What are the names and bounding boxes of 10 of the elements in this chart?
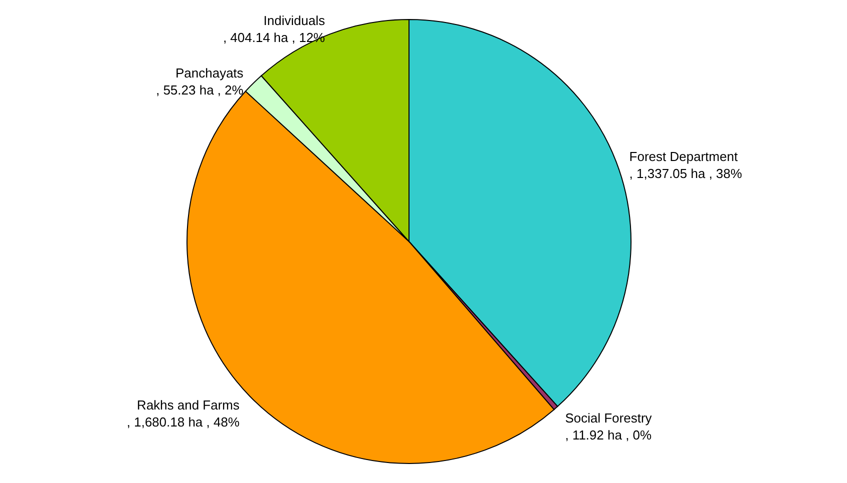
slice-label: Rakhs and Farms	[136, 398, 240, 413]
slice-label: Panchayats	[175, 65, 244, 80]
data-label: , 55.23 ha , 2%	[156, 82, 244, 98]
data-label: , 1,337.05 ha , 38%	[629, 166, 743, 181]
slice-label: Forest Department	[629, 148, 738, 164]
slice-label: Social Forestry	[565, 410, 652, 426]
data-label: , 1,680.18 ha , 48%	[126, 414, 240, 430]
data-label: , 404.14 ha , 12%	[223, 30, 326, 45]
slice-label: Individuals	[264, 12, 326, 28]
data-label: , 11.92 ha , 0%	[565, 428, 652, 443]
